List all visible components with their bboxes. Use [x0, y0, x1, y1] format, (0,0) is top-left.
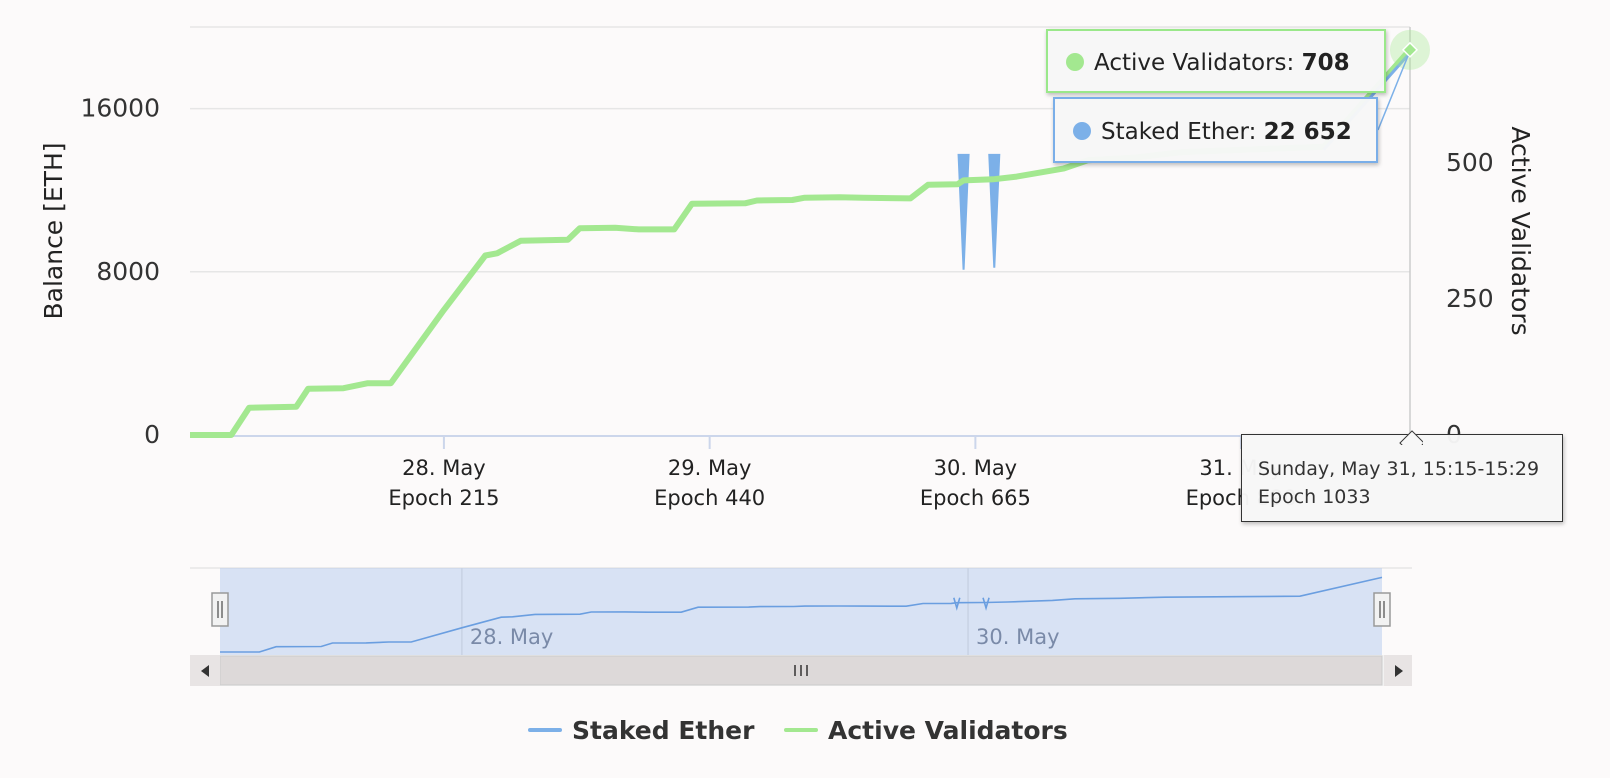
y-right-axis-title: Active Validators [1506, 126, 1535, 335]
navigator-handle-right[interactable] [1373, 592, 1391, 627]
y-left-axis-title: Balance [ETH] [39, 142, 68, 319]
x-tick-label-epoch: Epoch 440 [654, 486, 765, 510]
tooltip-active-validators: Active Validators: 708 [1046, 29, 1386, 93]
y-left-tick-label: 8000 [96, 257, 160, 286]
series-line-active-validators [190, 47, 1413, 438]
legend-label-ether: Staked Ether [572, 716, 755, 745]
scroll-right-arrow-icon [1395, 665, 1403, 677]
tooltip-date-line: Sunday, May 31, 15:15-15:29 [1258, 458, 1540, 480]
tooltip-ether-value: 22 652 [1263, 119, 1352, 145]
handle-body [211, 592, 229, 627]
tooltip-epoch-line: Epoch 1033 [1258, 486, 1371, 508]
navigator-dip [982, 597, 990, 611]
ether-dip-spike [988, 153, 1001, 268]
tooltip-ether-label: Staked Ether: [1101, 119, 1264, 145]
tooltip-validators-value: 708 [1301, 50, 1350, 76]
tooltip-staked-ether: Staked Ether: 22 652 [1053, 97, 1378, 163]
y-left-tick-label: 0 [144, 420, 160, 449]
legend-item-staked-ether[interactable]: Staked Ether [528, 716, 754, 745]
x-tick-label-epoch: Epoch 215 [388, 486, 499, 510]
legend-line-icon [528, 728, 562, 732]
tooltip-connector [1377, 55, 1409, 131]
legend-item-active-validators[interactable]: Active Validators [784, 716, 1068, 745]
tooltip-validators-label: Active Validators: [1094, 50, 1302, 76]
navigator-date-label: 28. May [470, 625, 554, 649]
y-right-tick-label: 500 [1446, 148, 1494, 177]
validators-dot-icon [1066, 53, 1084, 71]
x-tick-label-date: 29. May [668, 456, 752, 480]
legend-label-validators: Active Validators [828, 716, 1068, 745]
ether-dot-icon [1073, 122, 1091, 140]
navigator-handle-left[interactable] [211, 592, 229, 627]
x-tick-label-date: 30. May [934, 456, 1018, 480]
y-right-tick-label: 250 [1446, 284, 1494, 313]
tooltip-date: Sunday, May 31, 15:15-15:29 Epoch 1033 [1241, 434, 1563, 522]
y-left-tick-label: 16000 [80, 94, 160, 123]
hover-marker [1401, 41, 1419, 58]
ether-dip-spike [957, 153, 970, 270]
x-tick-label-date: 28. May [402, 456, 486, 480]
navigator-date-label: 30. May [976, 625, 1060, 649]
legend-line-icon [784, 728, 818, 732]
scroll-left-arrow-icon [201, 665, 209, 677]
handle-body [1373, 592, 1391, 627]
x-tick-label-epoch: Epoch 665 [920, 486, 1031, 510]
navigator-scrollbar[interactable] [190, 655, 1412, 686]
navigator-series-line [220, 576, 1383, 653]
tooltip-arrow-icon [1399, 421, 1423, 445]
navigator-dip [953, 597, 961, 611]
